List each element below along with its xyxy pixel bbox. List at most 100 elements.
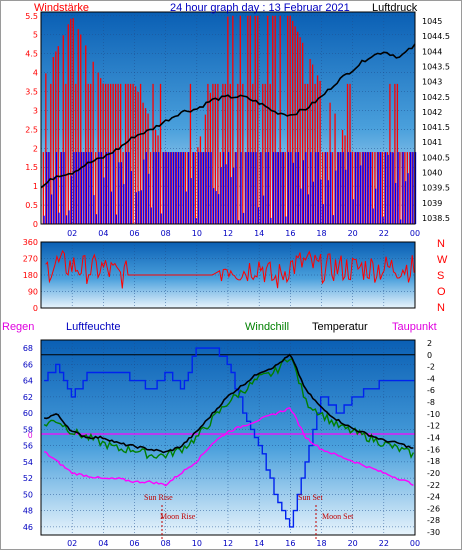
y-right-tick-label: 1041.5 bbox=[422, 123, 450, 132]
wind-speed-bars bbox=[42, 15, 417, 224]
y-right-tick-label: 1040 bbox=[422, 169, 442, 178]
x-tick-label: 06 bbox=[129, 229, 139, 238]
x-tick-label: 18 bbox=[316, 229, 326, 238]
y-left-tick-label: 56 bbox=[23, 442, 33, 451]
x-tick-label: 06 bbox=[129, 539, 139, 548]
y-right-tick-label: -2 bbox=[427, 363, 435, 372]
compass-letter: W bbox=[437, 254, 448, 266]
regen-label: Regen bbox=[2, 321, 34, 333]
y-left-tick-label: 0 bbox=[33, 220, 38, 229]
y-right-tick-label: -20 bbox=[427, 469, 440, 478]
y-left-tick-label: 4.5 bbox=[25, 50, 38, 59]
y-left-tick-label: 66 bbox=[23, 360, 33, 369]
y-right-tick-label: 2 bbox=[427, 339, 432, 348]
y-left-tick-label: 48 bbox=[23, 507, 33, 516]
x-tick-label: 14 bbox=[254, 229, 264, 238]
y-left-tick-label: 1 bbox=[33, 182, 38, 191]
x-tick-label: 18 bbox=[316, 539, 326, 548]
y-right-tick-label: 1044.5 bbox=[422, 32, 450, 41]
compass-letter: N bbox=[437, 302, 445, 314]
temperature-line bbox=[43, 353, 414, 454]
y-right-tick-label: 1043 bbox=[422, 78, 442, 87]
y-right-tick-label: 1038.5 bbox=[422, 214, 450, 223]
plot-border bbox=[40, 339, 416, 536]
y-left-tick-label: 2.5 bbox=[25, 125, 38, 134]
y-left-tick-label: 62 bbox=[23, 393, 33, 402]
y-right-tick-label: -8 bbox=[427, 398, 435, 407]
y-right-tick-label: -12 bbox=[427, 422, 440, 431]
x-tick-label: 10 bbox=[192, 229, 202, 238]
windchill-line bbox=[43, 357, 415, 460]
x-tick-label: 14 bbox=[254, 539, 264, 548]
wind-axes: 02 04 06 08 10 12 14 16 18 20 22 0000.511.522.533.5… bbox=[25, 11, 450, 238]
y-left-tick-label: 3 bbox=[33, 106, 38, 115]
plot-border bbox=[40, 241, 416, 309]
x-tick-label: 12 bbox=[223, 539, 233, 548]
temperature-axes: 02 04 06 08 10 12 14 16 18 20 22 004648505254565860… bbox=[23, 339, 440, 548]
compass-letter: N bbox=[437, 238, 445, 250]
temperature-humidity-panel: 02 04 06 08 10 12 14 16 18 20 22 004648505254565860… bbox=[2, 321, 440, 548]
compass-letter: O bbox=[437, 286, 446, 298]
y-right-tick-label: -10 bbox=[427, 410, 440, 419]
y-right-tick-label: 1039.5 bbox=[422, 184, 450, 193]
y-tick-label: 180 bbox=[23, 271, 38, 280]
dewpoint-line bbox=[43, 407, 414, 487]
x-tick-label: 16 bbox=[285, 539, 295, 548]
x-tick-label: 12 bbox=[223, 229, 233, 238]
y-left-tick-label: 64 bbox=[23, 377, 33, 386]
y-left-tick-label: 46 bbox=[23, 523, 33, 532]
wind-direction-line bbox=[45, 249, 415, 289]
sun-set-annotation: Sun Set bbox=[298, 493, 323, 502]
y-tick-label: 90 bbox=[28, 288, 38, 297]
x-tick-label: 00 bbox=[410, 229, 420, 238]
y-right-tick-label: 1044 bbox=[422, 47, 442, 56]
windstaerke-label: Windstärke bbox=[34, 2, 89, 14]
y-left-tick-label: 50 bbox=[23, 490, 33, 499]
x-tick-label: 10 bbox=[192, 539, 202, 548]
x-tick-label: 02 bbox=[67, 229, 77, 238]
y-left-tick-label: 60 bbox=[23, 409, 33, 418]
x-tick-label: 04 bbox=[98, 539, 108, 548]
y-right-tick-label: 0 bbox=[427, 351, 432, 360]
y-right-tick-label: 1039 bbox=[422, 199, 442, 208]
x-tick-label: 16 bbox=[285, 229, 295, 238]
y-right-tick-label: 1045 bbox=[422, 17, 442, 26]
x-tick-label: 22 bbox=[379, 539, 389, 548]
y-right-tick-label: -16 bbox=[427, 445, 440, 454]
pressure-series bbox=[40, 43, 416, 189]
direction-series bbox=[45, 249, 415, 289]
y-right-tick-label: 1040.5 bbox=[422, 153, 450, 162]
y-left-tick-label: 4 bbox=[33, 69, 38, 78]
y-right-tick-label: -28 bbox=[427, 516, 440, 525]
y-left-tick-label: 1.5 bbox=[25, 163, 38, 172]
y-left-tick-label: 52 bbox=[23, 474, 33, 483]
x-tick-label: 08 bbox=[161, 229, 171, 238]
windchill-label: Windchill bbox=[245, 321, 289, 333]
y-right-tick-label: 1043.5 bbox=[422, 63, 450, 72]
y-left-tick-label: 3.5 bbox=[25, 88, 38, 97]
luftdruck-label: Luftdruck bbox=[372, 2, 418, 14]
pressure-line bbox=[40, 43, 416, 189]
y-left-tick-label: 5.5 bbox=[25, 12, 38, 21]
y-left-tick-label: 0.5 bbox=[25, 201, 38, 210]
y-right-tick-label: -4 bbox=[427, 374, 435, 383]
temperatur-label: Temperatur bbox=[312, 321, 368, 333]
y-tick-label: 360 bbox=[23, 238, 38, 247]
y-right-tick-label: 1041 bbox=[422, 138, 442, 147]
moon-set-annotation: Moon Set bbox=[322, 512, 354, 521]
y-left-tick-label: 2 bbox=[33, 144, 38, 153]
sun-rise-annotation: Sun Rise bbox=[144, 493, 173, 502]
luftfeuchte-label: Luftfeuchte bbox=[66, 321, 120, 333]
zero-marker-label: 0 bbox=[28, 431, 33, 440]
x-tick-label: 04 bbox=[98, 229, 108, 238]
x-tick-label: 00 bbox=[410, 539, 420, 548]
y-right-tick-label: 1042 bbox=[422, 108, 442, 117]
moon-rise-annotation: Moon Rise bbox=[160, 512, 196, 521]
taupunkt-label: Taupunkt bbox=[392, 321, 437, 333]
y-right-tick-label: -18 bbox=[427, 457, 440, 466]
y-left-tick-label: 5 bbox=[33, 31, 38, 40]
y-right-tick-label: -6 bbox=[427, 386, 435, 395]
